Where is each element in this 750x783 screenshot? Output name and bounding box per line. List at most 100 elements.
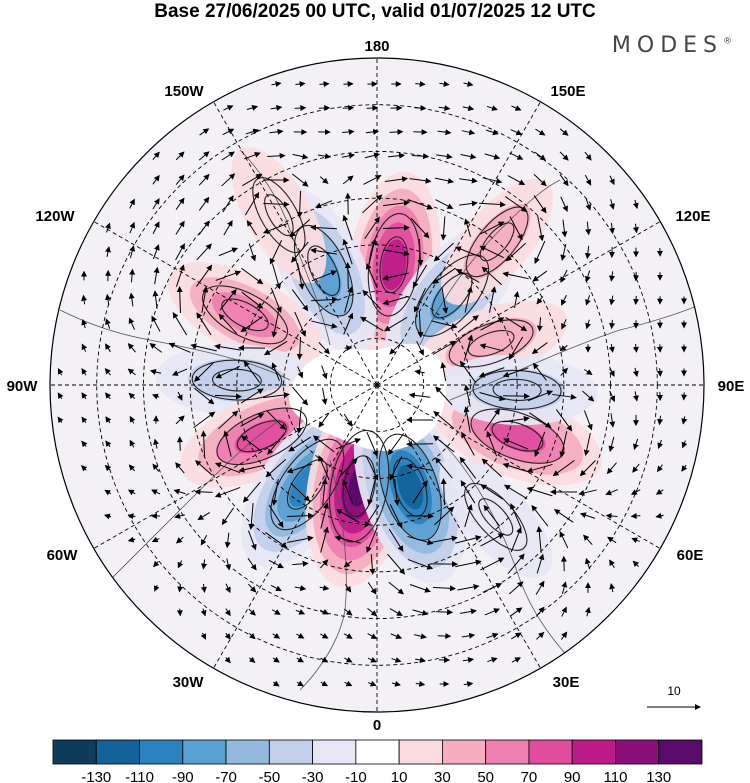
wind-arrow (366, 104, 379, 111)
wind-arrow (292, 153, 309, 160)
wind-arrow (584, 606, 591, 617)
wind-arrow (290, 482, 311, 502)
wind-arrow (561, 294, 567, 306)
colorbar-swatch (139, 739, 184, 765)
wind-arrow (286, 512, 314, 519)
wind-arrow (127, 489, 136, 496)
wind-arrow (605, 489, 618, 496)
wind-arrow (478, 367, 505, 378)
wind-arrow (433, 410, 455, 429)
lon-label-180: 180 (364, 38, 389, 55)
wind-arrow (364, 504, 380, 528)
wind-arrow (535, 128, 546, 136)
wind-arrow (222, 195, 234, 213)
wind-arrow (153, 438, 160, 449)
wind-arrow (200, 608, 207, 617)
wind-arrow (171, 368, 188, 376)
wind-arrow (129, 439, 136, 448)
wind-arrow (196, 264, 213, 287)
wind-arrow (484, 408, 500, 431)
wind-arrow (320, 632, 329, 639)
wind-arrow (295, 609, 306, 615)
wind-arrow (81, 440, 88, 448)
wind-arrow (585, 319, 592, 330)
wind-arrow (218, 410, 239, 430)
colorbar-label: 70 (521, 769, 538, 783)
wind-arrow (263, 201, 290, 208)
wind-arrow (584, 174, 592, 186)
wind-arrow (633, 438, 639, 451)
wind-arrow (583, 410, 593, 431)
wind-arrow (584, 151, 592, 161)
wind-arrow (560, 631, 568, 640)
brand-logo: MODES® (612, 33, 732, 58)
wind-arrow (296, 190, 303, 218)
wind-arrow (320, 526, 329, 553)
wind-arrow (129, 221, 135, 234)
colorbar-label: 50 (477, 769, 494, 783)
wind-arrow (248, 583, 257, 593)
wind-arrow (559, 151, 569, 161)
wind-arrow (505, 242, 526, 262)
colorbar-label: 130 (646, 769, 671, 783)
wind-arrow (153, 560, 160, 568)
wind-arrow (609, 199, 615, 210)
wind-arrow (609, 319, 616, 330)
wind-arrow (511, 632, 522, 640)
wind-arrow (248, 656, 256, 663)
contour-line (191, 359, 283, 401)
wind-arrow (219, 289, 237, 311)
wind-arrow (504, 484, 528, 500)
wind-arrow (175, 536, 184, 544)
wind-arrow (269, 128, 284, 135)
wind-arrow (175, 243, 185, 261)
contour-line (464, 482, 528, 551)
wind-arrow (105, 416, 112, 424)
wind-arrow (214, 462, 241, 474)
wind-arrow (433, 242, 454, 262)
wind-arrow (559, 128, 569, 136)
wind-arrow (241, 267, 264, 285)
wind-arrow (103, 513, 112, 520)
wind-arrow (409, 584, 431, 593)
wind-arrow (463, 218, 472, 237)
wind-arrow (455, 559, 482, 568)
colorbar-swatch (571, 739, 616, 765)
wind-arrow (382, 272, 409, 281)
wind-arrow (505, 317, 528, 332)
wind-arrow (173, 488, 186, 495)
wind-arrow (531, 342, 548, 355)
wind-arrow (391, 680, 401, 687)
wind-arrow (633, 295, 640, 306)
map-border (49, 57, 705, 713)
wind-arrow (459, 177, 478, 184)
wind-arrow (127, 513, 136, 520)
wind-arrow (223, 105, 234, 111)
wind-arrow (561, 606, 567, 617)
wind-arrow (175, 197, 185, 210)
wind-arrow (533, 195, 547, 214)
wind-arrow (435, 457, 453, 479)
wind-arrow (464, 504, 473, 528)
wind-arrow (222, 128, 235, 136)
wind-arrow (480, 317, 505, 331)
anomaly-contours (270, 438, 345, 531)
wind-arrow (655, 488, 664, 495)
wind-arrow (609, 367, 615, 377)
wind-arrow (197, 512, 210, 521)
wind-arrow (632, 367, 639, 378)
wind-arrow (384, 316, 408, 332)
wind-arrow (175, 220, 185, 235)
wind-arrow (362, 194, 383, 214)
wind-arrow (432, 341, 457, 355)
wind-arrow (510, 607, 523, 617)
wind-arrow (391, 657, 402, 663)
meridian-line (376, 221, 661, 386)
wind-arrow (104, 367, 111, 376)
coastlines (59, 149, 704, 691)
wind-arrow (461, 431, 475, 456)
wind-arrow (414, 369, 425, 376)
wind-arrow (214, 343, 241, 351)
colorbar-label: -90 (172, 769, 194, 783)
wind-arrow (559, 174, 569, 187)
